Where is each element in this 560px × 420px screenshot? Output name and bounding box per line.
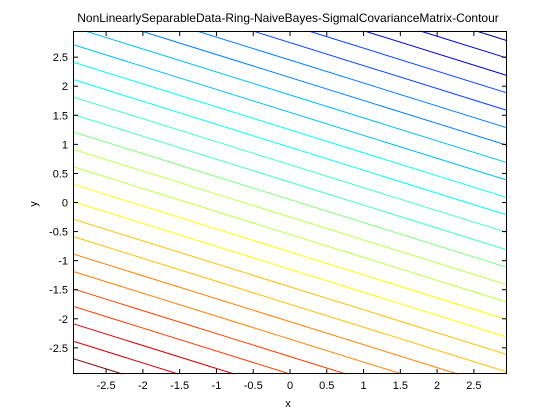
y-tick-label: 0.5 [53, 168, 68, 180]
y-tick-label: 2 [62, 81, 68, 93]
x-axis-ticks: -2.5 -2 -1.5 -1 -0.5 0 0.5 1 1.5 2 2.5 [97, 31, 482, 392]
contour-line-9 [72, 201, 508, 338]
x-tick-label: -2.5 [97, 380, 116, 392]
contour-line-13 [72, 131, 508, 268]
contour-line-15 [72, 96, 508, 233]
contour-line-11 [72, 166, 508, 303]
contour-line-2 [72, 323, 235, 375]
contour-line-21 [196, 30, 508, 129]
y-axis-label: y [28, 201, 40, 207]
contour-line-22 [252, 30, 508, 111]
y-tick-label: -2.5 [49, 343, 68, 355]
y-tick-label: 2.5 [53, 52, 68, 64]
contour-line-1 [72, 340, 179, 375]
contour-line-16 [72, 79, 508, 216]
y-tick-label: -1.5 [49, 285, 68, 297]
y-axis-ticks: 2.5 2 1.5 1 0.5 0 -0.5 -1 -1.5 -2 -2.5 [49, 52, 507, 355]
contour-line-6 [72, 253, 458, 375]
y-tick-label: 1.5 [53, 110, 68, 122]
y-tick-label: -2 [58, 314, 68, 326]
x-axis-label: x [285, 398, 291, 410]
plot-area: -2.5 -2 -1.5 -1 -0.5 0 0.5 1 1.5 2 2.5 2.5 2 1.5 1 0.5… [49, 30, 508, 392]
contour-line-19 [85, 30, 508, 164]
contour-line-25 [420, 30, 508, 59]
contour-line-20 [140, 30, 508, 146]
x-tick-label: -1 [212, 380, 222, 392]
contour-line-10 [72, 183, 508, 321]
contour-line-14 [72, 113, 508, 251]
y-tick-label: 1 [62, 139, 68, 151]
contour-line-26 [476, 30, 508, 42]
contour-line-8 [72, 218, 508, 356]
contour-line-12 [72, 148, 508, 286]
x-tick-label: 0 [287, 380, 293, 392]
x-tick-label: -0.5 [244, 380, 263, 392]
contour-line-5 [72, 270, 402, 375]
contour-line-18 [72, 44, 508, 181]
y-tick-label: -0.5 [49, 227, 68, 239]
contour-line-0 [72, 358, 123, 375]
y-tick-label: 0 [62, 198, 68, 210]
contour-line-7 [72, 236, 508, 373]
x-tick-label: 2.5 [466, 380, 481, 392]
contour-line-17 [72, 61, 508, 199]
chart-title: NonLinearlySeparableData-Ring-NaiveBayes… [77, 11, 499, 25]
x-tick-label: -2 [138, 380, 148, 392]
contour-line-4 [72, 288, 347, 375]
contour-line-23 [308, 30, 508, 94]
x-tick-label: 1.5 [393, 380, 408, 392]
x-tick-label: -1.5 [170, 380, 189, 392]
contour-line-24 [364, 30, 508, 76]
y-tick-label: -1 [58, 256, 68, 268]
x-tick-label: 1 [360, 380, 366, 392]
contour-line-3 [72, 305, 291, 375]
x-tick-label: 0.5 [319, 380, 334, 392]
x-tick-label: 2 [434, 380, 440, 392]
contour-lines [72, 30, 508, 375]
